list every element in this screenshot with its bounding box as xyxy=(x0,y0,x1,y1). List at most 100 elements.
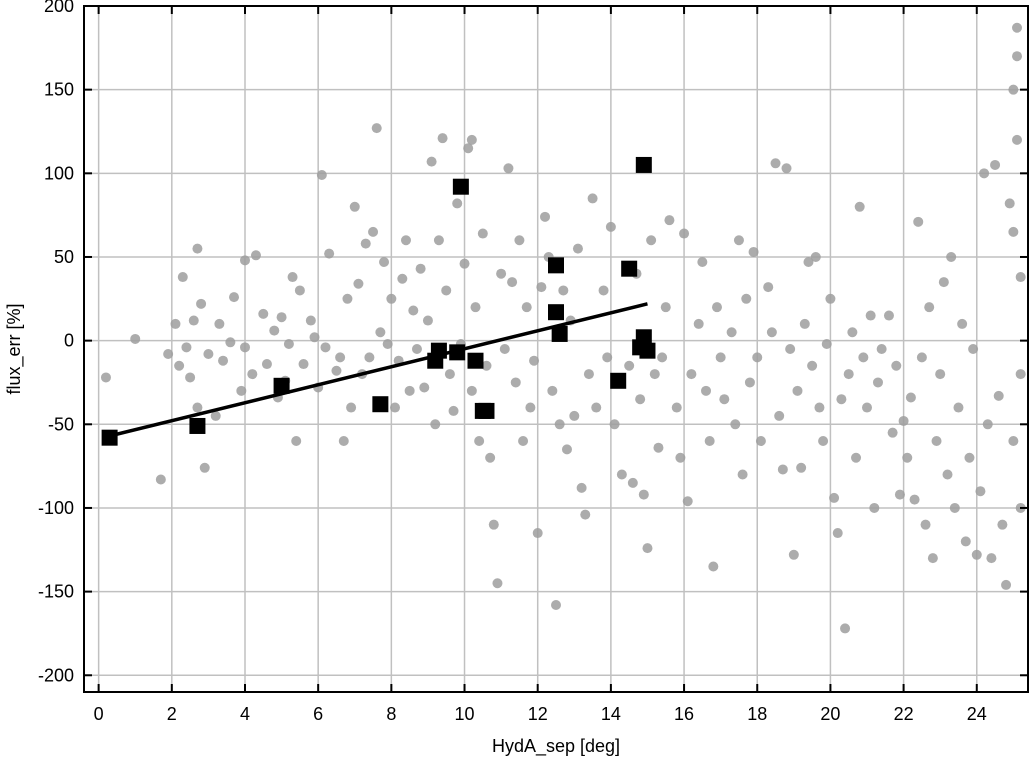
scatter-point xyxy=(653,442,664,453)
scatter-point xyxy=(532,528,543,539)
y-axis-ticks: -200 -150 -100 -50 0 50 100 150 200 xyxy=(38,0,1028,685)
scatter-point xyxy=(591,402,602,413)
scatter-point xyxy=(364,352,375,363)
highlight-point xyxy=(101,429,118,446)
scatter-point xyxy=(346,402,357,413)
scatter-point xyxy=(982,419,993,430)
scatter-point xyxy=(335,352,346,363)
scatter-point xyxy=(730,419,741,430)
scatter-point xyxy=(642,543,653,554)
scatter-point xyxy=(847,327,858,338)
scatter-point xyxy=(547,385,558,396)
scatter-point xyxy=(1008,436,1019,447)
scatter-point xyxy=(876,344,887,354)
scatter-point xyxy=(386,293,397,304)
highlight-point xyxy=(273,377,290,394)
scatter-point xyxy=(474,436,485,447)
scatter-point xyxy=(748,246,759,257)
y-tick-label: 200 xyxy=(44,0,74,16)
scatter-point xyxy=(452,198,463,209)
highlight-point xyxy=(551,325,568,342)
scatter-point xyxy=(466,134,477,145)
scatter-point xyxy=(649,369,660,380)
scatter-point xyxy=(174,360,185,371)
highlight-point xyxy=(621,260,638,277)
scatter-point xyxy=(342,293,353,304)
scatter-point xyxy=(726,327,737,338)
scatter-point xyxy=(803,256,814,267)
x-tick-label: 4 xyxy=(240,704,250,724)
scatter-point xyxy=(518,436,529,447)
scatter-point xyxy=(927,553,938,564)
scatter-point xyxy=(521,302,532,313)
scatter-point xyxy=(250,250,261,261)
scatter-point xyxy=(1004,198,1015,209)
y-tick-label: -200 xyxy=(38,665,74,685)
scatter-point xyxy=(697,256,708,267)
highlight-point xyxy=(635,156,652,173)
highlight-point xyxy=(635,329,652,346)
scatter-point xyxy=(971,549,982,560)
scatter-point xyxy=(188,315,199,326)
scatter-point xyxy=(276,312,287,323)
scatter-point xyxy=(229,292,240,303)
x-tick-label: 14 xyxy=(601,704,621,724)
scatter-point xyxy=(192,243,203,254)
scatter-point xyxy=(891,360,902,371)
scatter-point xyxy=(715,352,726,363)
scatter-point xyxy=(529,355,540,366)
scatter-point xyxy=(935,369,946,380)
scatter-point xyxy=(829,492,840,503)
scatter-point xyxy=(843,369,854,380)
scatter-point xyxy=(514,235,525,246)
scatter-point xyxy=(331,365,342,376)
scatter-point xyxy=(605,221,616,232)
scatter-point xyxy=(938,277,949,288)
scatter-point xyxy=(236,385,247,396)
scatter-point xyxy=(239,342,250,353)
scatter-point xyxy=(814,402,825,413)
scatter-point xyxy=(422,315,433,326)
scatter-point xyxy=(744,377,755,388)
y-tick-label: 50 xyxy=(54,247,74,267)
x-tick-label: 18 xyxy=(747,704,767,724)
scatter-point xyxy=(924,302,935,313)
scatter-point xyxy=(785,344,796,354)
scatter-point xyxy=(975,486,986,497)
scatter-point xyxy=(913,216,924,227)
scatter-point xyxy=(949,502,960,513)
scatter-point xyxy=(821,338,832,349)
scatter-point xyxy=(368,226,379,237)
scatter-point xyxy=(170,318,181,329)
scatter-point xyxy=(375,327,386,338)
scatter-point xyxy=(572,243,583,254)
scatter-point xyxy=(382,338,393,349)
highlight-point xyxy=(639,342,656,359)
scatter-point xyxy=(807,360,818,371)
scatter-point xyxy=(920,519,931,530)
scatter-point xyxy=(679,228,690,239)
scatter-point xyxy=(898,415,909,426)
scatter-point xyxy=(130,333,141,344)
scatter-point xyxy=(616,469,627,480)
scatter-point xyxy=(733,235,744,246)
scatter-point xyxy=(854,201,865,212)
scatter-point xyxy=(1015,272,1026,283)
highlight-point xyxy=(452,178,469,195)
scatter-point xyxy=(371,123,382,134)
scatter-point xyxy=(294,285,305,296)
scatter-point xyxy=(353,278,364,289)
highlight-point xyxy=(548,304,564,321)
scatter-point xyxy=(583,369,594,380)
scatter-point xyxy=(858,352,869,363)
y-tick-label: -150 xyxy=(38,582,74,602)
scatter-point xyxy=(755,436,766,447)
scatter-point xyxy=(481,360,492,371)
scatter-point xyxy=(203,349,214,360)
y-axis-title: flux_err [%] xyxy=(4,303,25,394)
scatter-point xyxy=(437,133,448,144)
x-tick-label: 12 xyxy=(528,704,548,724)
y-tick-label: -50 xyxy=(48,414,74,434)
scatter-point xyxy=(1008,226,1019,237)
scatter-point xyxy=(964,452,975,463)
